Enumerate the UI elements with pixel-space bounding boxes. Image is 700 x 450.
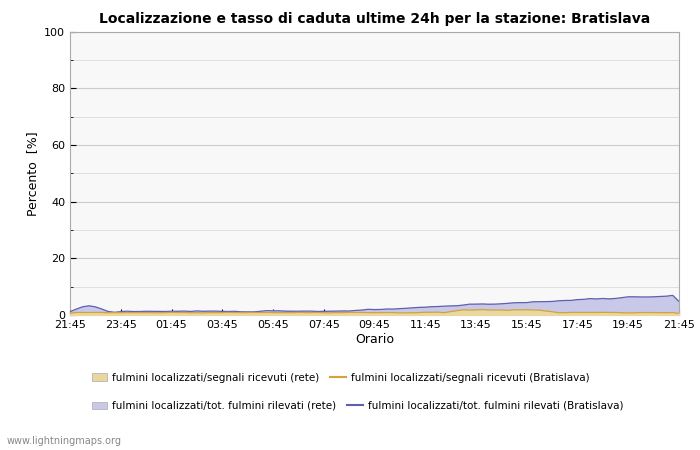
Legend: fulmini localizzati/tot. fulmini rilevati (rete), fulmini localizzati/tot. fulmi: fulmini localizzati/tot. fulmini rilevat… [88,397,627,415]
Title: Localizzazione e tasso di caduta ultime 24h per la stazione: Bratislava: Localizzazione e tasso di caduta ultime … [99,12,650,26]
X-axis label: Orario: Orario [355,333,394,346]
Y-axis label: Percento  [%]: Percento [%] [26,131,38,216]
Text: www.lightningmaps.org: www.lightningmaps.org [7,436,122,446]
